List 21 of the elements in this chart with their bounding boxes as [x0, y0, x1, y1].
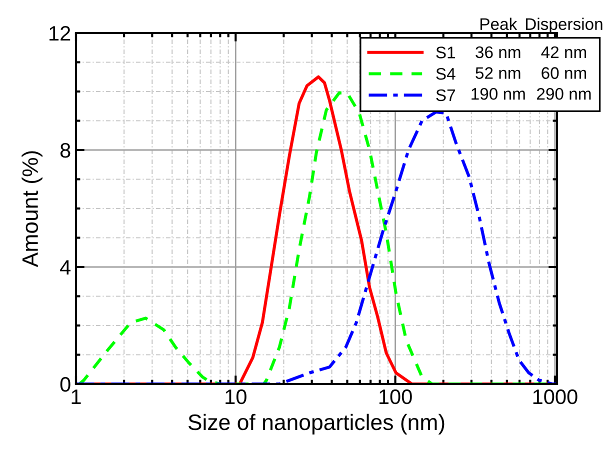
legend-label: S7	[436, 89, 455, 102]
y-tick-label: 12	[50, 26, 70, 41]
legend-label: S4	[436, 68, 456, 80]
annotation: 290 nm	[537, 88, 591, 100]
x-tick-label: 100	[380, 389, 412, 404]
x-tick-label: 10	[226, 389, 246, 404]
text: Peak	[480, 18, 518, 30]
annotation: 190 nm	[472, 88, 525, 100]
annotation: 52 nm	[476, 67, 520, 79]
x-axis-title: Size of nanoparticles (nm)	[188, 414, 444, 435]
x-tick-label: 1	[72, 390, 81, 404]
y-tick-label: 0	[60, 377, 70, 392]
annotation: 36 nm	[476, 46, 520, 58]
x-tick-label: 1000	[533, 389, 578, 404]
annotation: Dispersion	[526, 18, 602, 34]
y-axis-title: Amount (%)	[22, 151, 42, 268]
legend-label: S1	[436, 46, 455, 58]
annotation: 42 nm	[541, 46, 586, 58]
annotation: 60 nm	[542, 67, 586, 79]
y-tick-label: 4	[60, 260, 71, 275]
y-tick-label: 8	[60, 143, 70, 158]
